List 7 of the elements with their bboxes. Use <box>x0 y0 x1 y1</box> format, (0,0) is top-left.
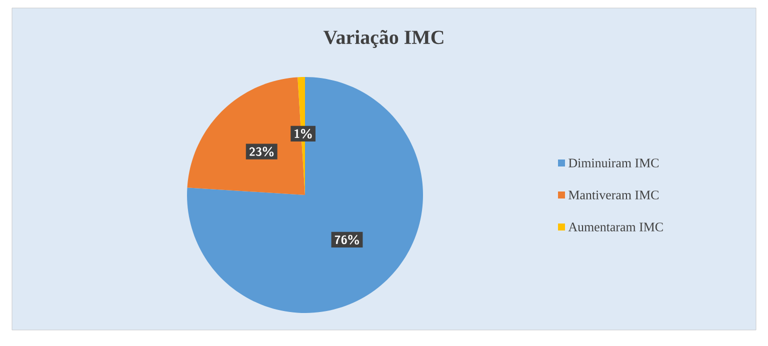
legend-label: Diminuiram IMC <box>568 158 659 168</box>
chart-title: Variação IMC <box>323 30 444 48</box>
data-label: 23% <box>249 146 274 156</box>
legend-label: Mantiveram IMC <box>568 190 658 200</box>
legend-label: Aumentaram IMC <box>568 222 663 232</box>
data-label: 76% <box>334 234 359 245</box>
data-label: 1% <box>294 128 312 138</box>
